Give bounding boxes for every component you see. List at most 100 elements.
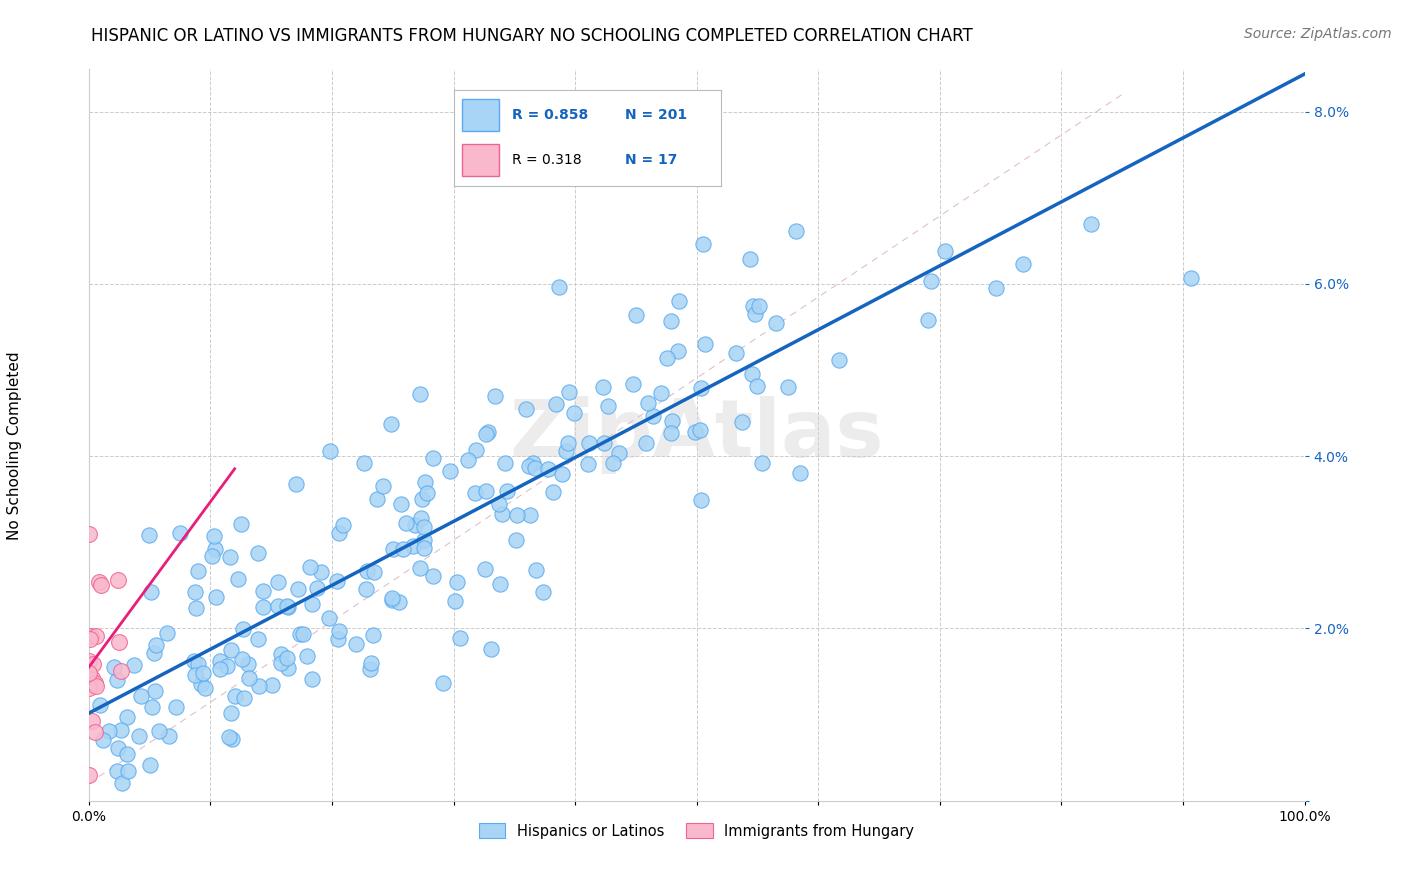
Point (299, 559, 322, 574)
Point (224, 689, 246, 703)
Point (318, 611, 340, 625)
Point (359, 662, 381, 676)
Point (309, 566, 332, 580)
Point (159, 729, 181, 743)
Point (659, 314, 682, 328)
Point (107, 764, 129, 778)
Point (124, 658, 146, 673)
Point (524, 460, 547, 475)
Point (252, 600, 274, 615)
Point (232, 622, 254, 636)
Point (82, 671, 104, 685)
Point (156, 626, 179, 640)
Point (491, 508, 513, 522)
Point (776, 380, 799, 394)
Point (1080, 217, 1102, 231)
Point (477, 425, 499, 440)
Point (183, 654, 205, 668)
Point (413, 541, 436, 556)
Point (111, 776, 134, 790)
Point (287, 582, 309, 597)
Point (202, 529, 225, 543)
Point (1011, 257, 1033, 271)
Point (474, 562, 496, 576)
Point (413, 475, 436, 489)
Point (190, 677, 212, 691)
Point (105, 673, 128, 687)
Point (1180, 270, 1202, 285)
Point (576, 458, 599, 472)
Text: Source: ZipAtlas.com: Source: ZipAtlas.com (1244, 27, 1392, 41)
Point (366, 491, 388, 506)
Point (184, 601, 207, 615)
Point (270, 656, 292, 670)
Point (655, 351, 678, 365)
Point (194, 681, 217, 695)
Legend: Hispanics or Latinos, Immigrants from Hungary: Hispanics or Latinos, Immigrants from Hu… (474, 817, 920, 845)
Point (218, 730, 240, 744)
Point (80, 629, 103, 643)
Point (464, 443, 486, 458)
Point (360, 657, 382, 671)
Point (84, 680, 107, 694)
Point (77, 666, 100, 681)
Point (984, 281, 1007, 295)
Point (740, 252, 762, 266)
Point (531, 585, 554, 599)
Point (270, 647, 292, 661)
Point (668, 294, 690, 309)
Point (231, 652, 253, 666)
Point (83, 724, 105, 739)
Point (267, 574, 290, 589)
Point (141, 699, 163, 714)
Point (84, 675, 107, 690)
Point (751, 456, 773, 470)
Point (184, 668, 207, 682)
Point (326, 574, 349, 588)
Text: HISPANIC OR LATINO VS IMMIGRANTS FROM HUNGARY NO SCHOOLING COMPLETED CORRELATION: HISPANIC OR LATINO VS IMMIGRANTS FROM HU… (91, 27, 973, 45)
Point (79, 632, 101, 646)
Point (411, 491, 433, 506)
Point (505, 533, 527, 547)
Point (917, 312, 939, 326)
Point (695, 337, 717, 351)
Point (356, 565, 378, 579)
Point (446, 574, 468, 589)
Point (276, 651, 298, 665)
Point (115, 710, 138, 724)
Point (494, 456, 516, 470)
Point (288, 626, 311, 640)
Point (107, 635, 129, 649)
Point (744, 307, 766, 321)
Point (262, 678, 284, 692)
Point (395, 516, 418, 530)
Point (252, 584, 274, 599)
Point (143, 646, 166, 660)
Point (547, 280, 569, 294)
Point (409, 510, 432, 524)
Point (488, 497, 510, 511)
Point (371, 478, 394, 492)
Point (449, 631, 471, 645)
Point (484, 388, 506, 402)
Point (110, 664, 132, 678)
Point (690, 381, 713, 395)
Point (77, 526, 100, 541)
Point (247, 632, 270, 646)
Point (474, 427, 496, 442)
Point (381, 542, 404, 557)
Point (432, 676, 454, 690)
Point (641, 409, 664, 423)
Point (515, 402, 537, 417)
Point (725, 345, 748, 359)
Point (541, 485, 564, 500)
Point (247, 679, 270, 693)
Point (634, 435, 657, 450)
Point (479, 642, 502, 657)
Point (363, 566, 385, 580)
Point (204, 542, 226, 557)
Point (201, 549, 224, 563)
Point (107, 573, 129, 587)
Point (117, 764, 139, 778)
Point (292, 626, 315, 640)
